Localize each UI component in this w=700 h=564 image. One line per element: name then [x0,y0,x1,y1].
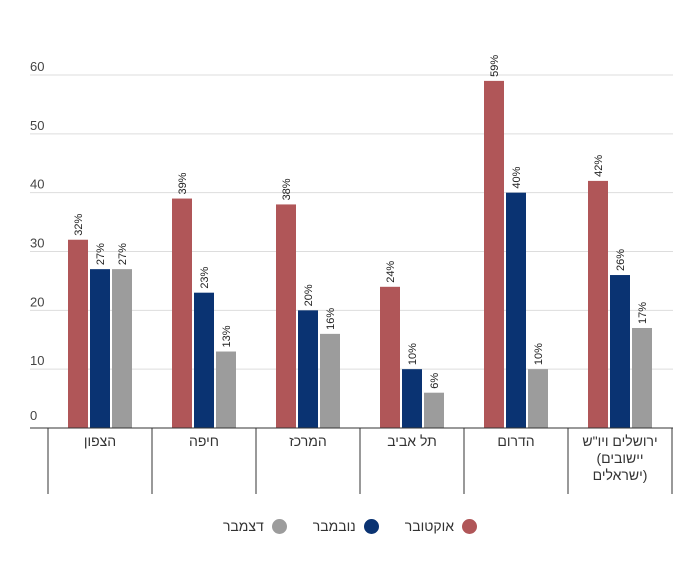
bar [380,286,400,428]
bar [276,204,296,428]
data-label: 39% [177,172,189,194]
bar [484,80,504,428]
legend-swatch-icon [271,518,287,534]
data-label: 13% [221,325,233,347]
bar [216,351,236,428]
bar [402,369,422,428]
bar [632,327,652,428]
data-label: 27% [95,243,107,265]
data-label: 32% [73,213,85,235]
bar [112,269,132,428]
data-label: 24% [385,261,397,283]
x-tick-label: חיפה [189,433,219,449]
data-label: 38% [281,178,293,200]
data-label: 27% [117,243,129,265]
y-tick-label: 30 [30,236,44,251]
bar [320,333,340,428]
x-tick-label: (ישראלים [593,467,648,483]
y-tick-label: 60 [30,59,44,74]
bar-chart-plot: 0 10 20 30 40 50 60 32% 39% 38% 24% 59% 42% 27% 23% 20%… [30,55,673,494]
data-label: 26% [615,249,627,271]
bar [528,369,548,428]
x-tick-label: ירושלים ויו"ש [582,433,657,449]
x-tick-label: הדרום [497,433,534,449]
legend-swatch-icon [363,518,379,534]
x-tick-label: יישובים) [596,450,643,466]
bar [506,192,526,428]
legend-swatch-icon [462,518,478,534]
data-label: 23% [199,266,211,288]
bar [588,180,608,428]
bar [172,198,192,428]
data-label: 6% [429,373,441,389]
chart-legend: אוקטובר נובמבר דצמבר [0,518,700,534]
y-tick-label: 0 [30,408,37,423]
legend-label: נובמבר [312,518,356,534]
legend-item: נובמבר [313,518,379,534]
y-tick-label: 50 [30,118,44,133]
data-label: 20% [303,284,315,306]
x-tick-label: תל אביב [387,433,437,449]
bar [90,269,110,428]
bar [424,392,444,428]
data-label: 10% [407,343,419,365]
data-label: 17% [637,302,649,324]
y-tick-label: 20 [30,294,44,309]
legend-label: דצמבר [222,518,264,534]
data-label: 40% [511,166,523,188]
bar [194,292,214,428]
legend-item: אוקטובר [404,518,478,534]
bar [298,310,318,428]
x-tick-label: המרכז [289,433,326,449]
data-label: 42% [593,155,605,177]
y-tick-label: 40 [30,177,44,192]
bar [610,275,630,428]
bar [68,239,88,428]
x-tick-label: הצפון [84,433,116,449]
legend-item: דצמבר [223,518,287,534]
legend-label: אוקטובר [404,518,455,534]
data-label: 59% [489,55,501,77]
data-label: 10% [533,343,545,365]
y-tick-label: 10 [30,353,44,368]
data-label: 16% [325,308,337,330]
